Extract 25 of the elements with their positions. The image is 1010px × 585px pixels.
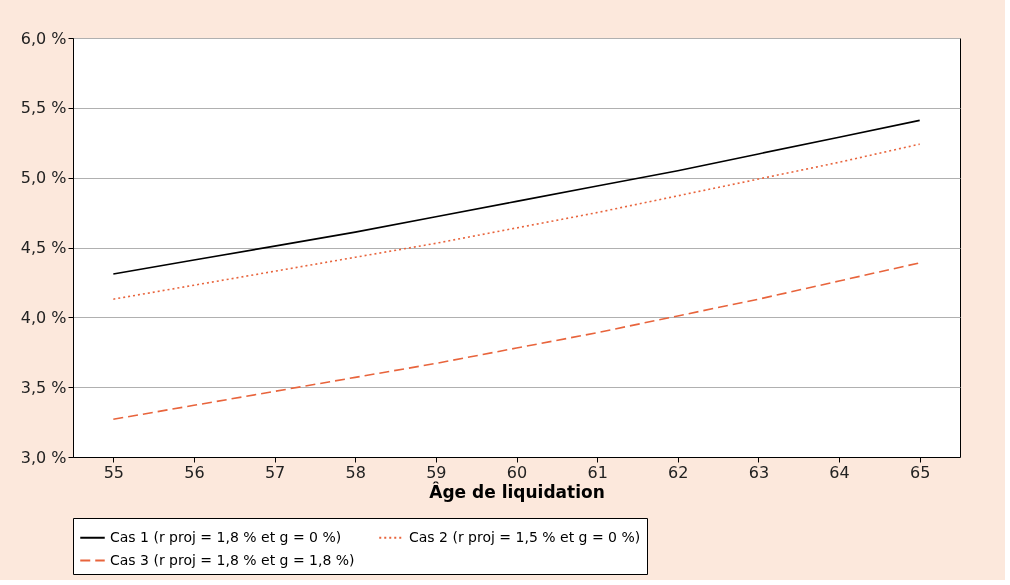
y-tick-label: 6,0 % xyxy=(20,28,67,48)
y-tick-label: 5,0 % xyxy=(20,168,67,188)
y-tick-label: 4,5 % xyxy=(20,238,67,257)
x-tick-label: 55 xyxy=(103,462,124,482)
x-tick-label: 62 xyxy=(668,462,689,482)
x-tick-label: 59 xyxy=(426,462,447,482)
x-tick-label: 65 xyxy=(910,462,931,482)
x-tick-label: 63 xyxy=(748,462,770,482)
y-tick-label: 3,0 % xyxy=(20,447,67,467)
x-axis-title: Âge de liquidation xyxy=(429,480,605,502)
legend-label: Cas 1 (r proj = 1,8 % et g = 0 %) xyxy=(110,528,342,545)
line-series xyxy=(112,119,921,275)
line-series xyxy=(112,262,921,421)
y-tick-label: 4,0 % xyxy=(20,307,67,327)
legend-label: Cas 3 (r proj = 1,8 % et g = 1,8 %) xyxy=(110,551,355,568)
y-tick-label: 5,5 % xyxy=(20,98,67,118)
line-series xyxy=(112,143,921,300)
x-tick-label: 57 xyxy=(264,462,286,482)
x-tick-label: 61 xyxy=(587,462,608,482)
y-tick-label: 3,5 % xyxy=(20,377,67,397)
legend-label: Cas 2 (r proj = 1,5 % et g = 0 %) xyxy=(409,528,641,545)
x-tick-label: 60 xyxy=(506,462,528,482)
x-tick-label: 64 xyxy=(829,462,850,482)
x-tick-label: 56 xyxy=(184,462,205,482)
x-tick-label: 58 xyxy=(345,462,366,482)
